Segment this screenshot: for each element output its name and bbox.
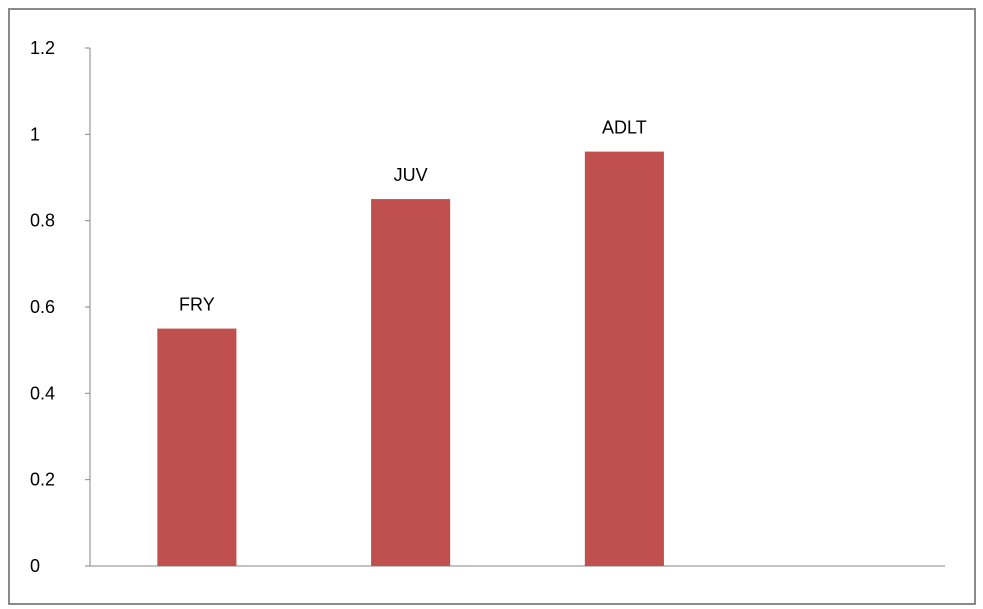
bar-fry	[157, 328, 237, 566]
data-label-adlt: ADLT	[602, 118, 647, 138]
y-tick-label: 0.2	[30, 470, 55, 490]
data-label-juv: JUV	[394, 165, 428, 185]
data-labels: FRY JUV ADLT	[179, 118, 647, 315]
bars	[157, 151, 664, 567]
y-tick-label: 0.6	[30, 297, 55, 317]
y-tick-label: 0	[30, 556, 40, 576]
bar-juv	[371, 199, 451, 567]
y-tick-label: 1.2	[30, 38, 55, 58]
data-label-fry: FRY	[179, 295, 215, 315]
bar-adlt	[584, 151, 664, 566]
y-axis-ticks: 0 0.2 0.4 0.6 0.8 1 1.2	[30, 38, 90, 576]
y-tick-label: 0.4	[30, 383, 55, 403]
y-tick-label: 0.8	[30, 211, 55, 231]
y-tick-label: 1	[30, 124, 40, 144]
